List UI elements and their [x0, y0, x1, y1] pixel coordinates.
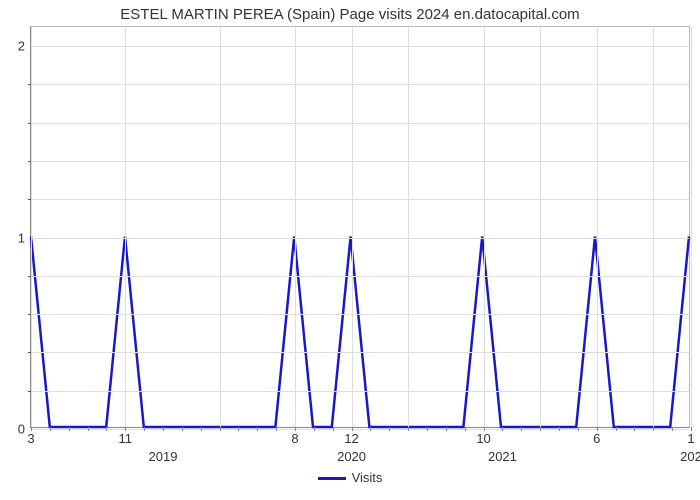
visits-polyline — [31, 237, 689, 427]
x-tick-minor — [502, 427, 503, 431]
grid-line-vertical — [31, 27, 32, 427]
x-tick-minor — [653, 427, 654, 431]
x-tick-label: 3 — [27, 431, 34, 446]
y-tick-label: 1 — [18, 230, 31, 245]
x-tick-minor — [163, 427, 164, 431]
legend-label: Visits — [352, 470, 383, 485]
x-tick-minor — [201, 427, 202, 431]
grid-line-vertical — [125, 27, 126, 427]
grid-line-horizontal-minor — [31, 161, 689, 162]
x-tick-minor — [69, 427, 70, 431]
x-tick-minor — [257, 427, 258, 431]
x-tick-minor — [408, 427, 409, 431]
visits-line — [31, 27, 689, 427]
x-tick-label: 6 — [593, 431, 600, 446]
x-tick-label: 8 — [291, 431, 298, 446]
grid-line-vertical — [408, 27, 409, 427]
x-tick-minor — [559, 427, 560, 431]
x-tick-minor — [465, 427, 466, 431]
x-tick-minor — [220, 427, 221, 431]
x-tick-minor — [276, 427, 277, 431]
legend: Visits — [0, 470, 700, 485]
grid-line-vertical — [484, 27, 485, 427]
chart-title: ESTEL MARTIN PEREA (Spain) Page visits 2… — [0, 6, 700, 23]
legend-swatch — [318, 477, 346, 480]
grid-line-vertical — [352, 27, 353, 427]
x-tick-minor — [88, 427, 89, 431]
x-tick-minor — [446, 427, 447, 431]
y-tick-label: 2 — [18, 39, 31, 54]
x-tick-minor — [144, 427, 145, 431]
grid-line-horizontal — [31, 429, 689, 430]
x-tick-minor — [50, 427, 51, 431]
x-tick-label: 11 — [119, 431, 133, 446]
grid-line-vertical — [597, 27, 598, 427]
x-tick-minor — [106, 427, 107, 431]
grid-line-horizontal-minor — [31, 199, 689, 200]
grid-line-horizontal-minor — [31, 276, 689, 277]
x-tick-label: 10 — [476, 431, 490, 446]
grid-line-horizontal-minor — [31, 84, 689, 85]
x-year-label: 202 — [680, 449, 700, 464]
x-tick-minor — [578, 427, 579, 431]
x-tick-label: 1 — [687, 431, 694, 446]
grid-line-horizontal-minor — [31, 391, 689, 392]
x-tick-minor — [389, 427, 390, 431]
x-tick-minor — [540, 427, 541, 431]
x-year-label: 2020 — [337, 449, 366, 464]
x-tick-minor — [238, 427, 239, 431]
grid-line-vertical — [220, 27, 221, 427]
x-tick-minor — [521, 427, 522, 431]
grid-line-vertical — [691, 27, 692, 427]
x-tick-minor — [333, 427, 334, 431]
x-tick-minor — [370, 427, 371, 431]
grid-line-horizontal — [31, 238, 689, 239]
x-tick-minor — [672, 427, 673, 431]
x-tick-label: 12 — [344, 431, 358, 446]
x-tick-minor — [634, 427, 635, 431]
x-tick-minor — [427, 427, 428, 431]
grid-line-horizontal-minor — [31, 314, 689, 315]
grid-line-vertical — [540, 27, 541, 427]
grid-line-horizontal — [31, 46, 689, 47]
grid-line-vertical — [295, 27, 296, 427]
x-tick-minor — [616, 427, 617, 431]
chart-container: ESTEL MARTIN PEREA (Spain) Page visits 2… — [0, 0, 700, 500]
x-year-label: 2019 — [149, 449, 178, 464]
x-year-label: 2021 — [488, 449, 517, 464]
grid-line-horizontal-minor — [31, 352, 689, 353]
plot-area: 0123118121061201920202021202 — [30, 26, 690, 428]
grid-line-horizontal-minor — [31, 123, 689, 124]
x-tick-minor — [314, 427, 315, 431]
x-tick-minor — [182, 427, 183, 431]
grid-line-vertical — [653, 27, 654, 427]
